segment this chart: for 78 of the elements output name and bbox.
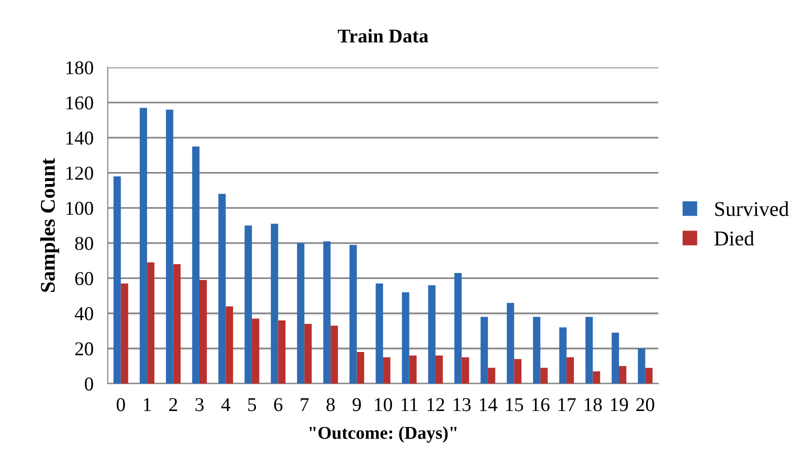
- x-tick-label: 2: [169, 398, 178, 412]
- x-tick-label: 10: [375, 398, 392, 412]
- bar: [244, 226, 252, 384]
- y-tick-label: 80: [75, 236, 94, 250]
- bar: [402, 292, 410, 384]
- x-tick-label: 15: [506, 398, 524, 412]
- bar: [114, 176, 121, 384]
- y-tick-label: 100: [66, 202, 94, 215]
- y-tick-label: 180: [66, 61, 94, 74]
- bar: [383, 357, 390, 384]
- y-tick-label: 40: [74, 307, 94, 320]
- bar: [619, 366, 626, 384]
- x-tick-label: 1: [144, 398, 151, 412]
- bar: [166, 110, 174, 384]
- x-tick-label: 12: [427, 398, 444, 412]
- bar: [592, 371, 600, 384]
- y-tick-label: 140: [66, 132, 94, 145]
- y-axis-title: Samples Count: [40, 158, 60, 292]
- bar: [435, 356, 443, 384]
- x-axis-title: "Outcome: (Days)": [310, 426, 457, 443]
- bar: [533, 316, 540, 384]
- y-tick-label: 0: [84, 377, 94, 391]
- bar: [506, 302, 514, 384]
- x-tick-label: 0: [116, 398, 125, 412]
- bar: [270, 224, 278, 384]
- bar: [323, 241, 331, 384]
- bar: [480, 316, 488, 384]
- bar: [252, 318, 260, 384]
- x-tick-label: 16: [532, 398, 550, 412]
- bar: [376, 283, 384, 384]
- x-tick-label: 18: [584, 398, 602, 412]
- bar: [454, 272, 462, 384]
- bar: [173, 264, 181, 384]
- x-tick-label: 9: [352, 398, 361, 412]
- bar: [349, 244, 357, 384]
- bar: [409, 356, 417, 384]
- x-tick-label: 19: [611, 398, 628, 412]
- legend-label: Survived: [715, 201, 789, 216]
- bar: [566, 357, 574, 384]
- bar: [428, 285, 436, 384]
- x-tick-label: 13: [454, 398, 471, 412]
- bar: [140, 108, 148, 384]
- x-tick-label: 5: [248, 398, 256, 412]
- x-tick-label: 11: [402, 398, 418, 412]
- x-tick-label: 14: [480, 398, 498, 412]
- bar: [488, 368, 496, 384]
- bar: [585, 316, 593, 384]
- bar: [559, 327, 567, 384]
- chart-title: Train Data: [338, 28, 428, 43]
- bar: [200, 280, 207, 384]
- x-tick-label: 8: [326, 398, 335, 412]
- legend-label: Died: [714, 230, 754, 246]
- x-tick-label: 17: [558, 398, 576, 412]
- bar: [638, 348, 646, 384]
- x-tick-label: 20: [636, 398, 654, 412]
- bar: [304, 324, 312, 384]
- y-tick-label: 160: [66, 96, 94, 110]
- bar: [147, 262, 154, 384]
- bar: [514, 359, 522, 384]
- bar: [226, 306, 234, 384]
- x-tick-label: 6: [274, 398, 282, 412]
- bar: [278, 320, 286, 384]
- bar: [218, 194, 226, 384]
- bar: [297, 243, 304, 384]
- x-tick-label: 3: [196, 398, 204, 412]
- y-tick-label: 60: [75, 272, 94, 286]
- bar: [330, 326, 338, 384]
- y-tick-label: 20: [75, 342, 94, 356]
- bar: [612, 332, 620, 384]
- x-tick-label: 4: [221, 398, 230, 412]
- bar: [540, 368, 548, 384]
- bar: [462, 357, 470, 384]
- bar: [645, 368, 653, 384]
- bar: [356, 352, 364, 384]
- bar: [192, 146, 200, 384]
- y-tick-label: 120: [66, 166, 94, 180]
- bar: [120, 283, 128, 384]
- x-tick-label: 7: [300, 398, 309, 412]
